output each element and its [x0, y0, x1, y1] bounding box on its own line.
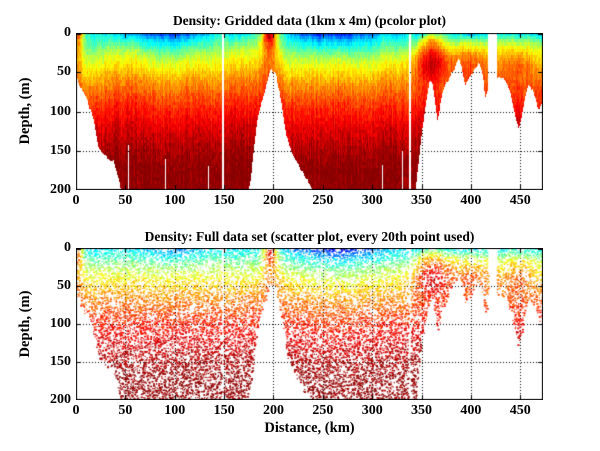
y-tick-label: 50	[57, 278, 71, 293]
x-tick-label: 400	[460, 193, 482, 208]
x-tick-label: 350	[411, 403, 433, 418]
x-tick-label: 0	[72, 193, 80, 208]
x-tick-label: 200	[262, 403, 284, 418]
x-tick-label: 0	[72, 403, 80, 418]
x-tick-label: 400	[460, 403, 482, 418]
x-tick-label: 50	[118, 403, 133, 418]
x-tick-label: 200	[262, 193, 284, 208]
y-tick-label: 100	[50, 103, 71, 119]
x-tick-label: 250	[312, 193, 334, 208]
x-tick-label: 300	[361, 403, 383, 418]
subplot1-title: Density: Gridded data (1km x 4m) (pcolor…	[172, 13, 447, 28]
subplot2-title: Density: Full data set (scatter plot, ev…	[144, 229, 475, 244]
x-tick-label: 450	[509, 403, 531, 418]
x-tick-label: 100	[164, 193, 186, 208]
subplot1-pcolor-plot-area	[76, 33, 543, 190]
x-tick-label: 250	[312, 403, 334, 418]
x-tick-label: 50	[118, 193, 133, 208]
x-tick-label: 100	[164, 403, 186, 418]
x-tick-label: 350	[411, 193, 433, 208]
y-tick-label: 200	[50, 392, 71, 407]
subplot2-x-axis-label: Distance, (km)	[264, 420, 355, 436]
x-tick-label: 150	[213, 403, 235, 418]
subplot2-scatter-plot-area	[76, 248, 543, 400]
y-tick-label: 200	[50, 182, 71, 197]
y-tick-label: 0	[64, 240, 71, 255]
x-tick-label: 300	[361, 193, 383, 208]
x-tick-label: 450	[509, 193, 531, 208]
y-tick-label: 150	[50, 142, 71, 158]
y-tick-label: 100	[50, 316, 71, 331]
x-tick-label: 150	[213, 193, 235, 208]
y-tick-label: 0	[64, 25, 71, 40]
y-tick-label: 50	[57, 64, 71, 80]
y-tick-label: 150	[50, 354, 71, 369]
